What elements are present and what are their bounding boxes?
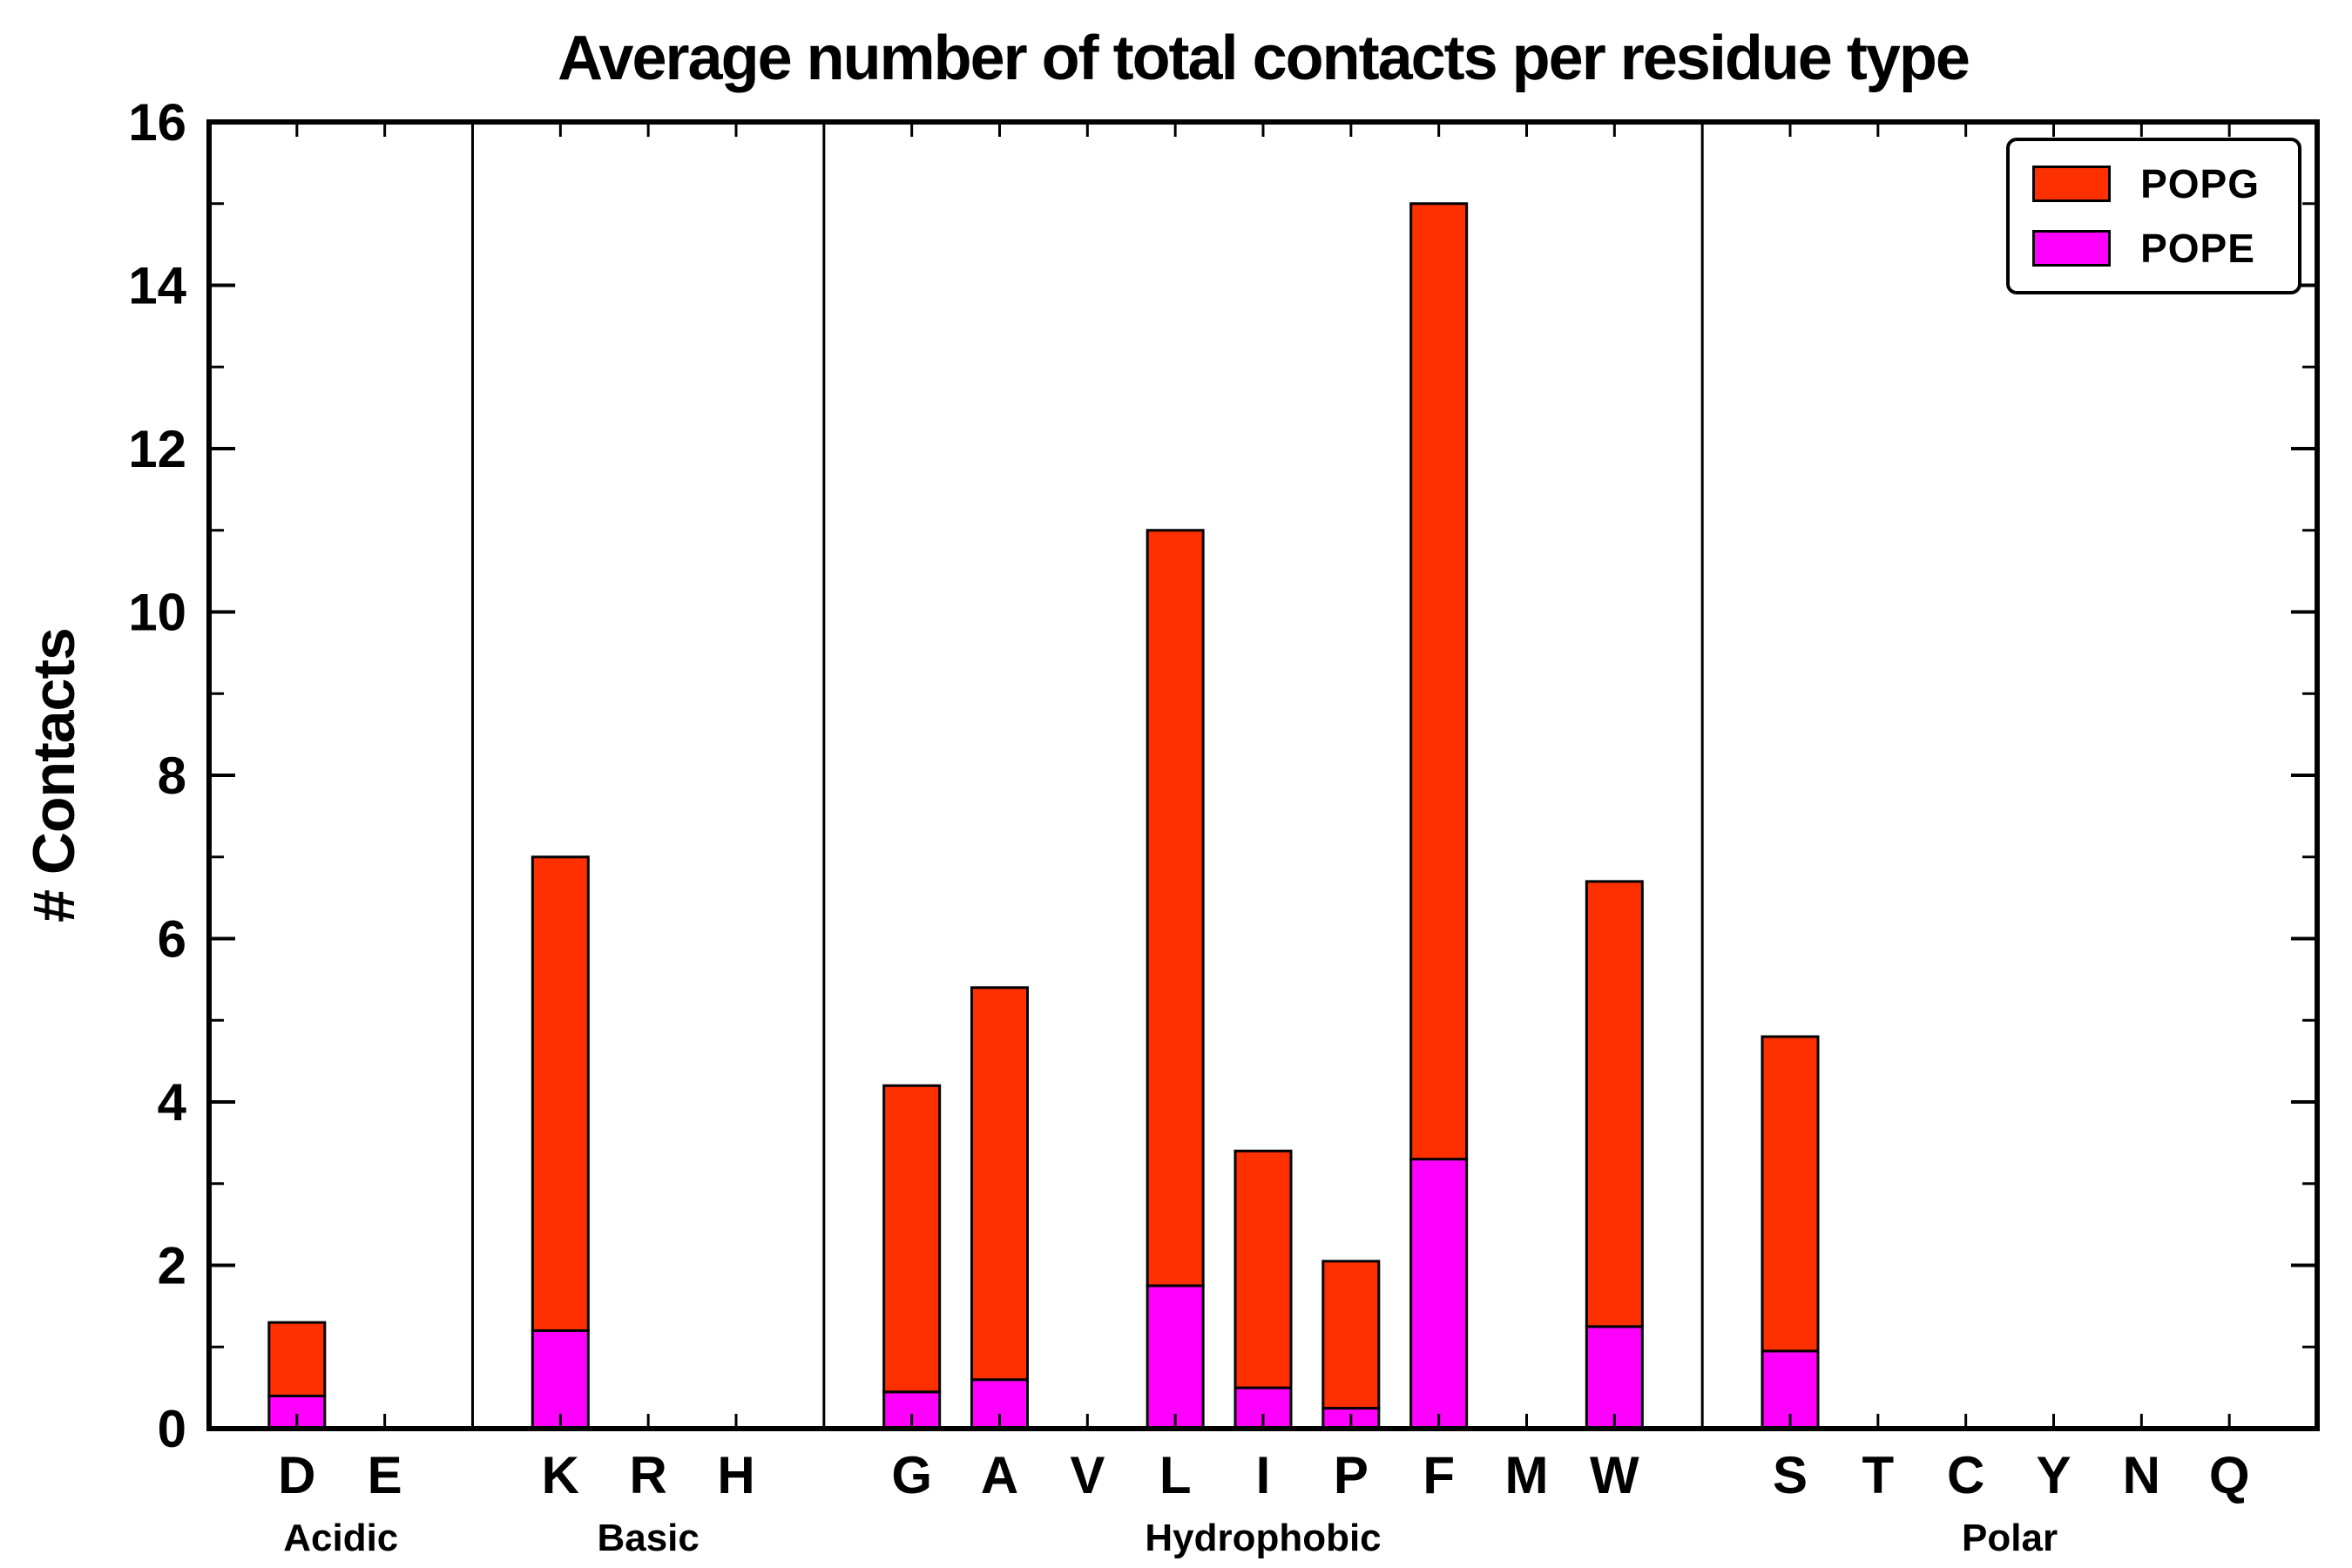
svg-text:E: E: [368, 1446, 402, 1504]
svg-text:16: 16: [128, 93, 186, 152]
svg-text:6: 6: [158, 910, 186, 969]
legend-item-popg: POPG: [2032, 160, 2260, 207]
svg-text:12: 12: [128, 420, 186, 478]
svg-text:L: L: [1159, 1446, 1192, 1504]
chart-title: Average number of total contacts per res…: [558, 24, 1970, 93]
svg-text:K: K: [542, 1446, 579, 1504]
svg-text:Basic: Basic: [597, 1517, 699, 1559]
svg-text:P: P: [1334, 1446, 1369, 1504]
svg-text:G: G: [891, 1446, 932, 1504]
legend-swatch-pope: [2032, 230, 2112, 267]
svg-text:4: 4: [158, 1073, 187, 1132]
svg-text:I: I: [1256, 1446, 1271, 1504]
svg-text:A: A: [981, 1446, 1018, 1504]
svg-text:N: N: [2123, 1446, 2160, 1504]
legend-swatch-popg: [2032, 166, 2112, 202]
svg-text:T: T: [1862, 1446, 1895, 1504]
legend: POPG POPE: [2006, 138, 2301, 294]
svg-text:V: V: [1070, 1446, 1105, 1504]
svg-text:Y: Y: [2036, 1446, 2071, 1504]
svg-text:14: 14: [128, 257, 186, 315]
svg-text:10: 10: [128, 584, 186, 642]
svg-text:W: W: [1590, 1446, 1639, 1504]
svg-text:F: F: [1423, 1446, 1455, 1504]
legend-label-pope: POPE: [2140, 226, 2255, 271]
svg-text:Q: Q: [2209, 1446, 2250, 1504]
svg-text:0: 0: [158, 1400, 186, 1458]
svg-text:C: C: [1947, 1446, 1984, 1504]
svg-text:Hydrophobic: Hydrophobic: [1145, 1517, 1381, 1559]
svg-text:M: M: [1505, 1446, 1549, 1504]
svg-text:2: 2: [158, 1237, 186, 1295]
svg-text:S: S: [1773, 1446, 1808, 1504]
svg-text:D: D: [278, 1446, 315, 1504]
legend-label-popg: POPG: [2140, 161, 2260, 206]
svg-text:H: H: [717, 1446, 754, 1504]
svg-text:Acidic: Acidic: [283, 1517, 398, 1559]
svg-text:Polar: Polar: [1962, 1517, 2058, 1559]
legend-item-pope: POPE: [2032, 225, 2260, 272]
svg-text:R: R: [629, 1446, 666, 1504]
svg-text:8: 8: [158, 747, 186, 805]
